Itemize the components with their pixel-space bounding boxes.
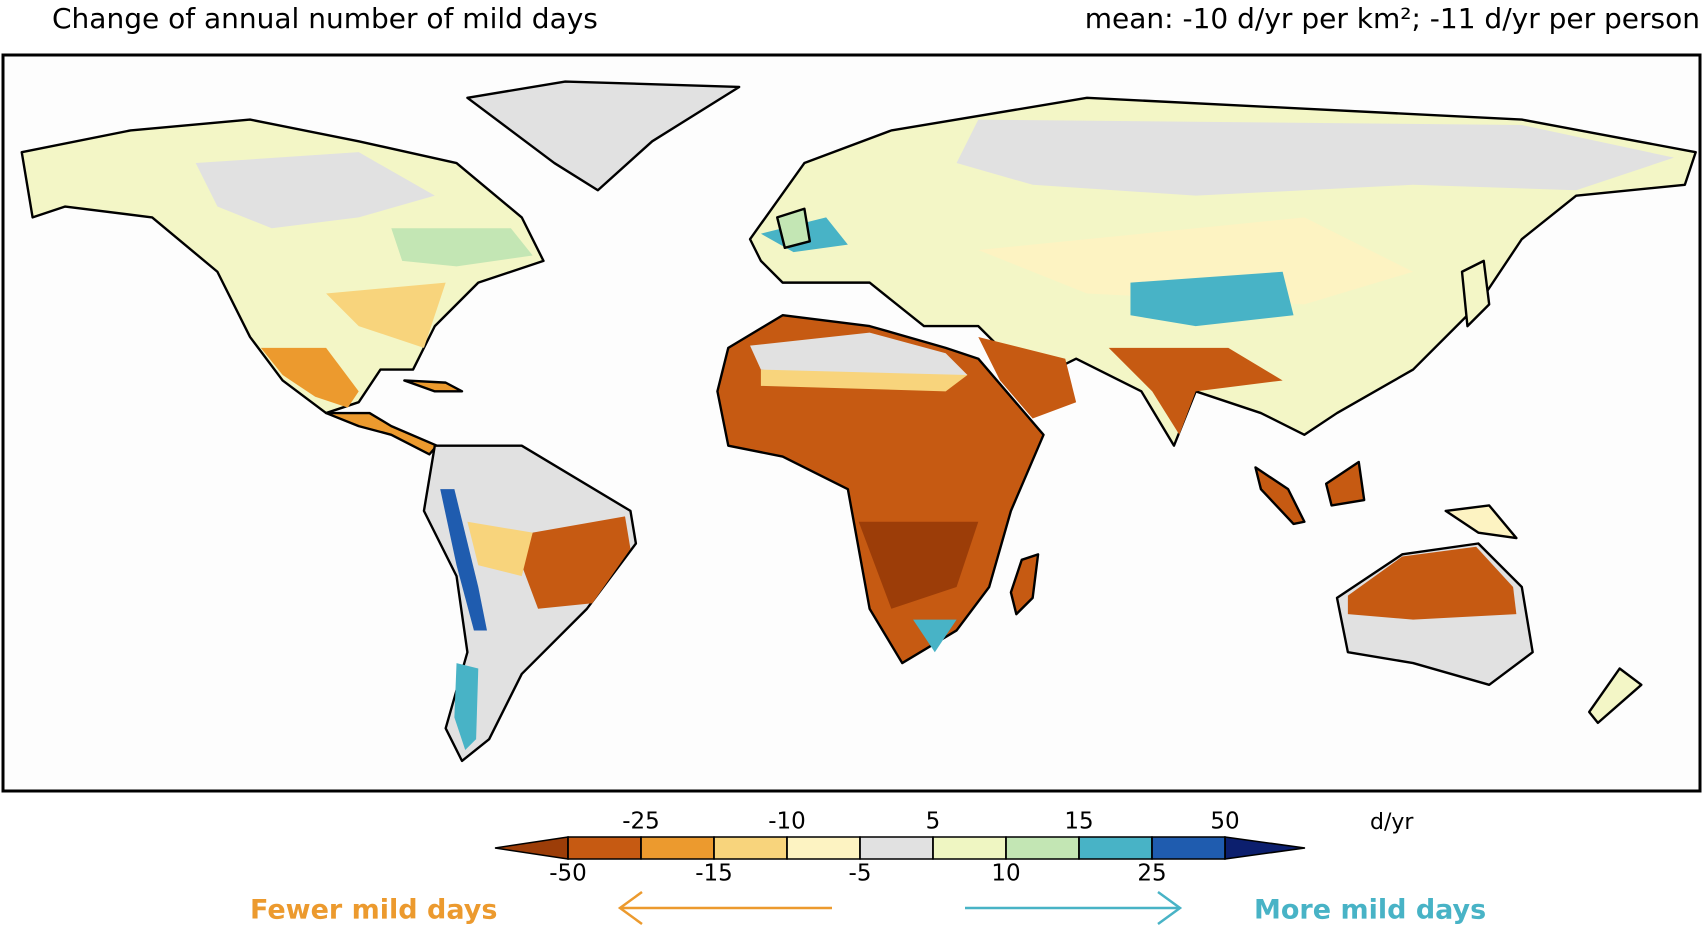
colorbar-tick-label: 5 [926, 809, 941, 835]
colorbar-unit: d/yr [1370, 810, 1414, 835]
colorbar-segment [713, 836, 788, 860]
new-guinea [1444, 504, 1518, 540]
colorbar-tick-label: 15 [1064, 809, 1093, 835]
colorbar-tick-label: -50 [549, 861, 587, 887]
colorbar-segment [786, 836, 861, 860]
japan [1460, 259, 1491, 328]
brazil-orange [521, 516, 631, 609]
britain [776, 207, 812, 250]
north-america-green [391, 228, 533, 267]
fewer-label: Fewer mild days [250, 895, 497, 926]
borneo [1324, 460, 1366, 507]
colorbar: -50 -25 -15 -10 -5 5 10 15 25 50 [494, 809, 1306, 887]
cuba [403, 379, 464, 393]
more-arrow [965, 890, 1183, 926]
africa [716, 314, 1045, 665]
more-label: More mild days [1254, 895, 1486, 926]
sumatra [1254, 466, 1306, 526]
siberia [956, 119, 1674, 196]
colorbar-extend-high [1224, 836, 1306, 860]
africa-dark [858, 521, 979, 609]
colorbar-segment [1078, 836, 1153, 860]
india [1108, 347, 1283, 435]
map-title: Change of annual number of mild days [52, 2, 598, 35]
colorbar-segment [567, 836, 642, 860]
new-zealand [1587, 667, 1643, 725]
patagonia [454, 663, 479, 751]
colorbar-extend-low [494, 836, 569, 860]
colorbar-segment [859, 836, 934, 860]
australia-north [1347, 546, 1517, 620]
colorbar-segment [932, 836, 1007, 860]
map-subtitle: mean: -10 d/yr per km²; -11 d/yr per per… [1085, 2, 1700, 35]
tibet [1130, 271, 1294, 327]
colorbar-tick-label: 25 [1137, 861, 1166, 887]
sahel [760, 369, 968, 392]
world-map [20, 80, 1697, 763]
colorbar-tick-label: -10 [768, 809, 806, 835]
colorbar-segment [1151, 836, 1226, 860]
mexico [260, 347, 359, 408]
sahara [750, 332, 968, 381]
colorbar-segment [1005, 836, 1080, 860]
north-america-yellow [326, 282, 446, 348]
colorbar-tick-label: 50 [1210, 809, 1239, 835]
arabia [978, 336, 1077, 419]
madagascar [1009, 553, 1040, 616]
colorbar-tick-label: 10 [991, 861, 1020, 887]
central-asia [978, 217, 1414, 305]
colorbar-tick-label: -25 [622, 809, 660, 835]
colorbar-tick-label: -5 [849, 861, 872, 887]
south-africa [913, 619, 957, 653]
brazil-yellow [467, 521, 533, 577]
colorbar-segment [640, 836, 715, 860]
fewer-arrow [617, 890, 832, 926]
andes-blue [440, 489, 487, 631]
greenland [466, 80, 741, 192]
north-america-gray [195, 152, 435, 229]
colorbar-tick-label: -15 [695, 861, 733, 887]
